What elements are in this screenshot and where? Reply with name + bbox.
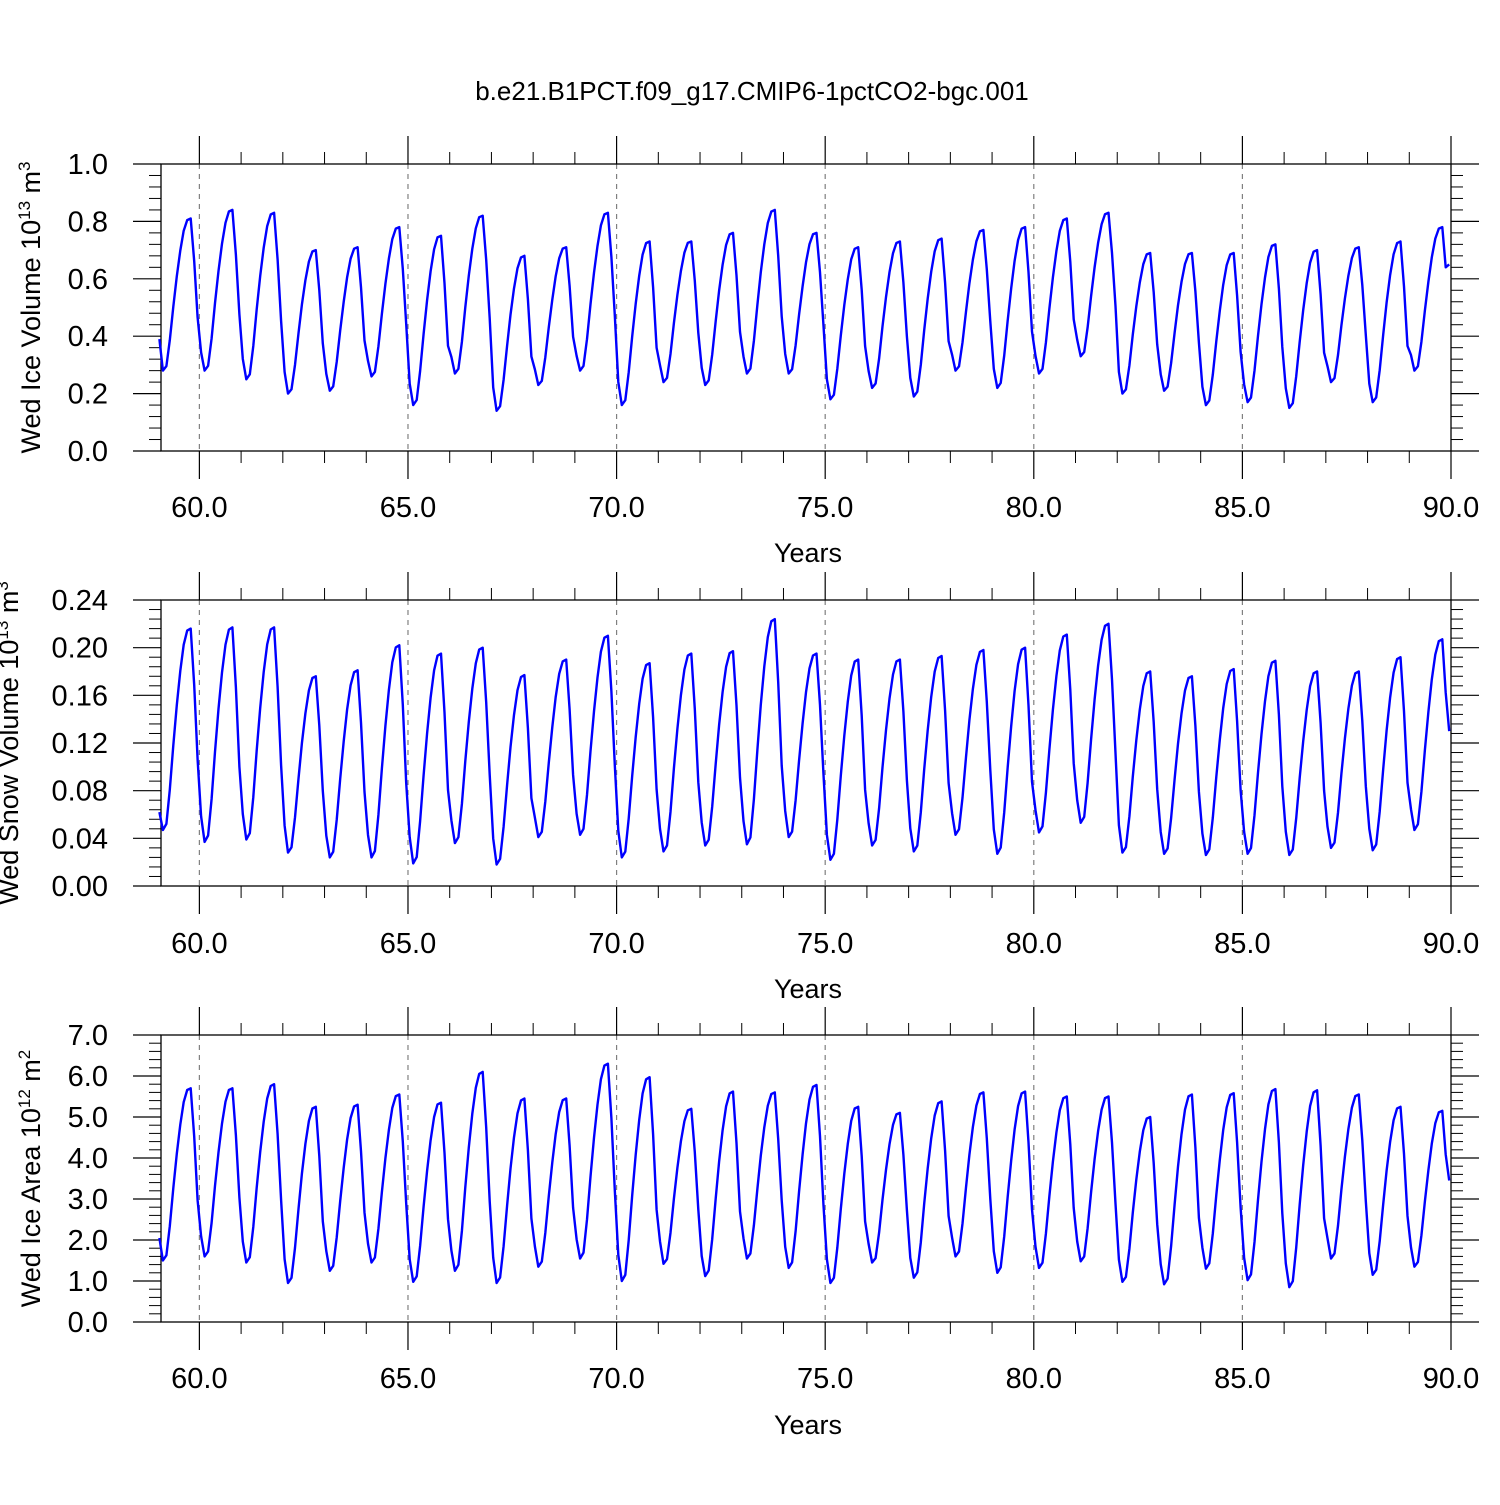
y-tick-label: 2.0 xyxy=(68,1225,108,1257)
plot-frame xyxy=(160,1034,1452,1323)
y-tick-label: 0.24 xyxy=(52,585,108,617)
x-axis-label: Years xyxy=(774,974,842,1004)
y-tick-label: 0.0 xyxy=(68,1307,108,1339)
x-tick-label: 60.0 xyxy=(171,492,227,524)
y-tick-label: 0.20 xyxy=(52,633,108,665)
y-tick-label: 1.0 xyxy=(68,149,108,181)
x-tick-label: 70.0 xyxy=(588,1363,644,1395)
x-tick-label: 90.0 xyxy=(1423,492,1479,524)
x-tick-label: 70.0 xyxy=(588,928,644,960)
figure-title: b.e21.B1PCT.f09_g17.CMIP6-1pctCO2-bgc.00… xyxy=(475,76,1029,106)
x-tick-label: 90.0 xyxy=(1423,928,1479,960)
x-axis-label: Years xyxy=(774,1410,842,1440)
y-tick-label: 0.2 xyxy=(68,379,108,411)
y-axis-label: Wed Snow Volume 1013 m3 xyxy=(0,581,24,905)
y-tick-label: 0.8 xyxy=(68,206,108,238)
y-tick-label: 0.00 xyxy=(52,871,108,903)
y-tick-label: 0.6 xyxy=(68,264,108,296)
x-axis-label: Years xyxy=(774,538,842,568)
panel-snow-volume: 60.0 65.0 70.0 75.0 80.0 85.0 90.0 0.00 0.04 0.08… xyxy=(0,572,1479,1004)
x-tick-label: 75.0 xyxy=(797,928,853,960)
y-tick-label: 7.0 xyxy=(68,1020,108,1052)
x-tick-label: 90.0 xyxy=(1423,1363,1479,1395)
x-tick-label: 75.0 xyxy=(797,492,853,524)
panel-ice-volume: 60.0 65.0 70.0 75.0 80.0 85.0 90.0 0.0 0.2 0.4 0.6… xyxy=(15,136,1479,568)
y-tick-label: 0.4 xyxy=(68,321,108,353)
x-tick-label: 85.0 xyxy=(1214,492,1270,524)
data-series-line xyxy=(158,1062,1451,1289)
x-tick-label: 85.0 xyxy=(1214,928,1270,960)
x-tick-label: 80.0 xyxy=(1006,492,1062,524)
x-tick-label: 65.0 xyxy=(380,928,436,960)
y-tick-label: 3.0 xyxy=(68,1184,108,1216)
y-tick-label: 0.04 xyxy=(52,823,108,855)
x-tick-label: 60.0 xyxy=(171,1363,227,1395)
x-tick-label: 80.0 xyxy=(1006,928,1062,960)
y-tick-label: 0.12 xyxy=(52,728,108,760)
x-tick-label: 85.0 xyxy=(1214,1363,1270,1395)
x-tick-label: 65.0 xyxy=(380,492,436,524)
y-tick-label: 0.0 xyxy=(68,436,108,468)
y-tick-label: 4.0 xyxy=(68,1143,108,1175)
y-axis-label: Wed Ice Area 1012 m2 xyxy=(15,1050,46,1308)
y-tick-label: 1.0 xyxy=(68,1266,108,1298)
y-axis-label: Wed Ice Volume 1013 m3 xyxy=(15,161,46,453)
plot-frame xyxy=(160,599,1452,887)
data-series-line xyxy=(158,617,1451,866)
x-tick-label: 70.0 xyxy=(588,492,644,524)
y-tick-label: 5.0 xyxy=(68,1102,108,1134)
panel-ice-area: 60.0 65.0 70.0 75.0 80.0 85.0 90.0 0.0 1.0 2.0 3.0… xyxy=(15,1007,1479,1440)
y-tick-label: 0.08 xyxy=(52,776,108,808)
data-series-line xyxy=(158,208,1450,412)
x-tick-label: 60.0 xyxy=(171,928,227,960)
y-tick-label: 6.0 xyxy=(68,1061,108,1093)
y-tick-label: 0.16 xyxy=(52,680,108,712)
x-tick-label: 80.0 xyxy=(1006,1363,1062,1395)
x-tick-label: 75.0 xyxy=(797,1363,853,1395)
plot-frame xyxy=(160,163,1452,452)
x-tick-label: 65.0 xyxy=(380,1363,436,1395)
